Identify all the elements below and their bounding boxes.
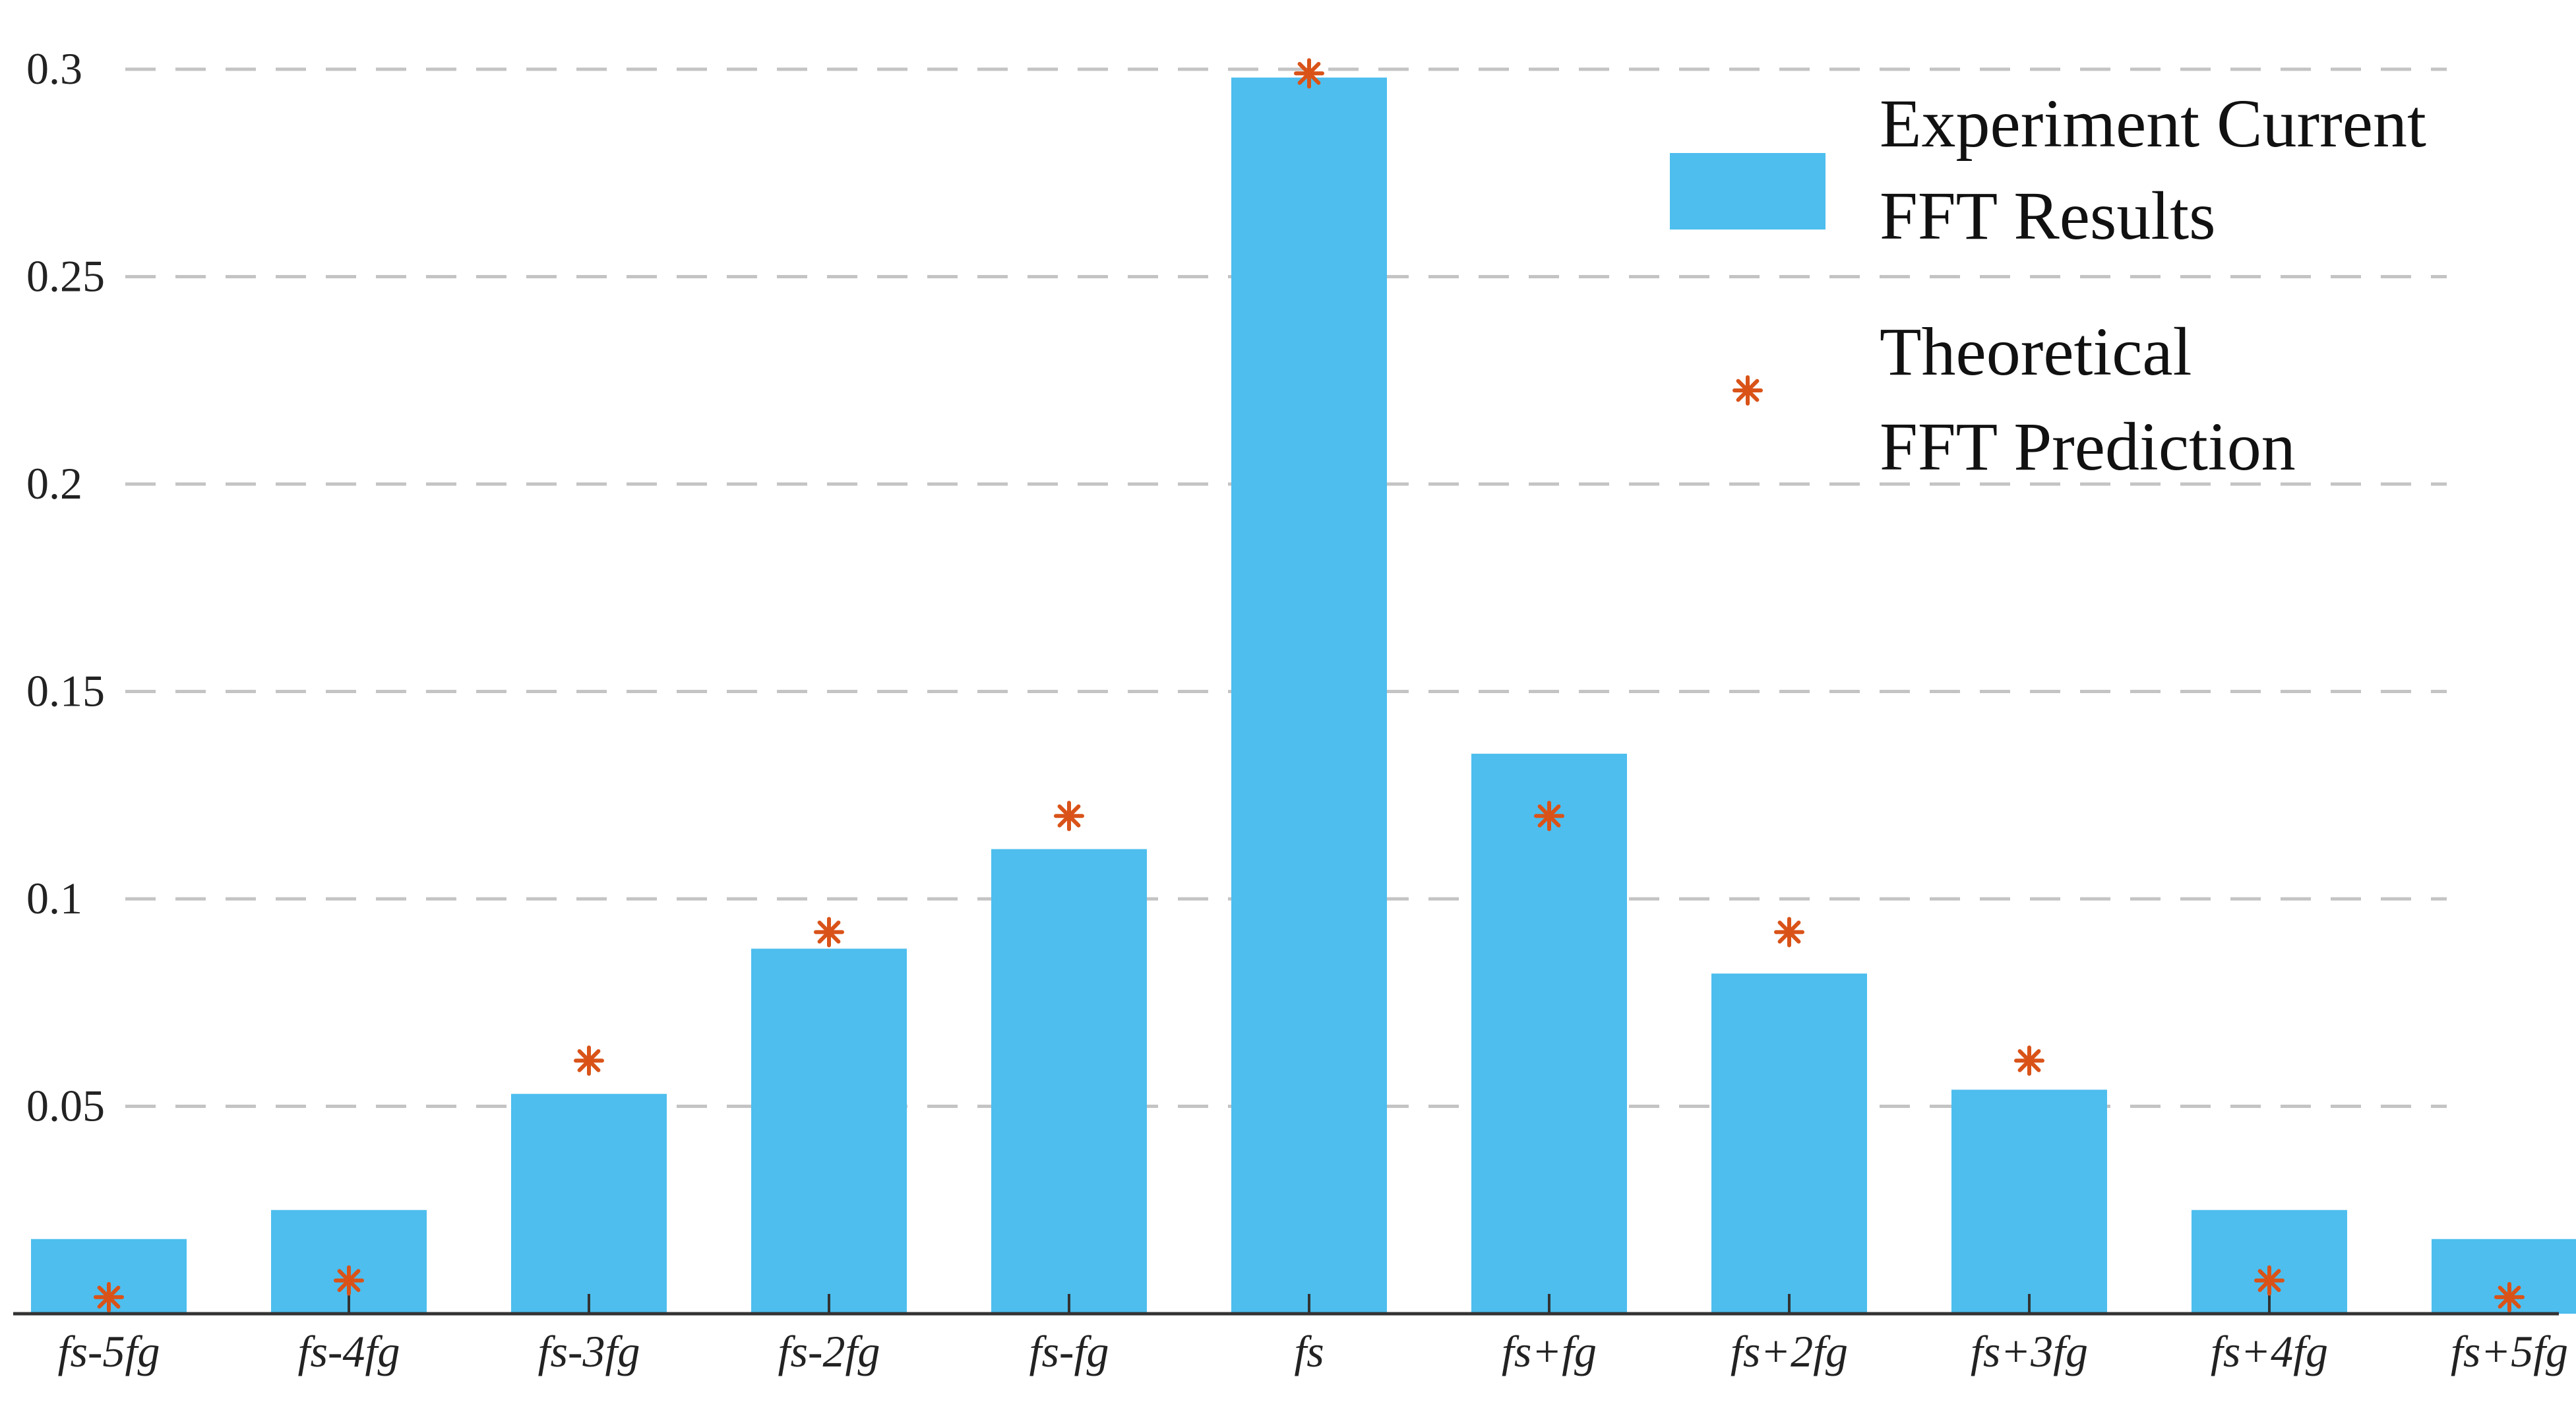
x-axis-labels: fs-5fg fs-4fg fs-3fg fs-2fg fs-fg fs fs+fg fs+2… <box>58 1326 2569 1376</box>
prediction-marker <box>1534 801 1564 832</box>
x-tick-label: fs+3fg <box>1971 1326 2088 1376</box>
bar <box>1471 753 1627 1314</box>
bar <box>1711 973 1867 1314</box>
y-tick-label: 0.2 <box>26 458 82 508</box>
legend: Experiment Current FFT Results Theoretic… <box>1670 86 2426 485</box>
x-tick-label: fs-3fg <box>538 1326 640 1376</box>
legend-label-bars-line1: Experiment Current <box>1880 86 2426 162</box>
prediction-marker <box>1054 801 1084 832</box>
y-tick-label: 0.1 <box>26 873 82 923</box>
legend-bar-swatch <box>1670 153 1825 230</box>
prediction-marker <box>94 1281 124 1312</box>
y-axis: 0.05 0.1 0.15 0.2 0.25 0.3 <box>26 44 105 1131</box>
prediction-marker <box>1774 917 1804 948</box>
bar <box>991 849 1147 1314</box>
prediction-marker <box>334 1265 364 1296</box>
x-tick-label: fs <box>1294 1326 1324 1376</box>
y-tick-label: 0.3 <box>26 44 82 94</box>
y-tick-label: 0.25 <box>26 251 105 301</box>
prediction-marker <box>1294 58 1324 89</box>
prediction-marker <box>2254 1265 2285 1296</box>
x-tick-label: fs+2fg <box>1731 1326 1848 1376</box>
x-tick-label: fs+fg <box>1502 1326 1597 1376</box>
bar <box>1951 1089 2107 1314</box>
y-tick-label: 0.05 <box>26 1081 105 1131</box>
marker-series <box>94 58 2525 1312</box>
x-tick-label: fs-2fg <box>778 1326 880 1376</box>
legend-asterisk <box>1733 375 1763 406</box>
prediction-marker <box>2494 1281 2525 1312</box>
x-tick-label: fs-5fg <box>58 1326 160 1376</box>
bar <box>1231 77 1387 1314</box>
x-tick-label: fs+5fg <box>2451 1326 2568 1376</box>
bar <box>751 948 907 1314</box>
y-tick-label: 0.15 <box>26 666 105 716</box>
legend-label-bars-line2: FFT Results <box>1880 178 2216 254</box>
prediction-marker <box>574 1045 604 1076</box>
legend-label-markers-line2: FFT Prediction <box>1880 409 2296 485</box>
x-tick-label: fs-fg <box>1029 1326 1109 1376</box>
x-axis-ticks <box>107 1294 2511 1314</box>
legend-asterisk-marker <box>1733 375 1763 406</box>
bar <box>511 1093 667 1314</box>
bar-series <box>31 77 2576 1314</box>
legend-label-markers-line1: Theoretical <box>1880 314 2192 390</box>
prediction-marker <box>2014 1045 2044 1076</box>
x-tick-label: fs+4fg <box>2211 1326 2328 1376</box>
prediction-marker <box>814 917 844 948</box>
x-tick-label: fs-4fg <box>298 1326 400 1376</box>
